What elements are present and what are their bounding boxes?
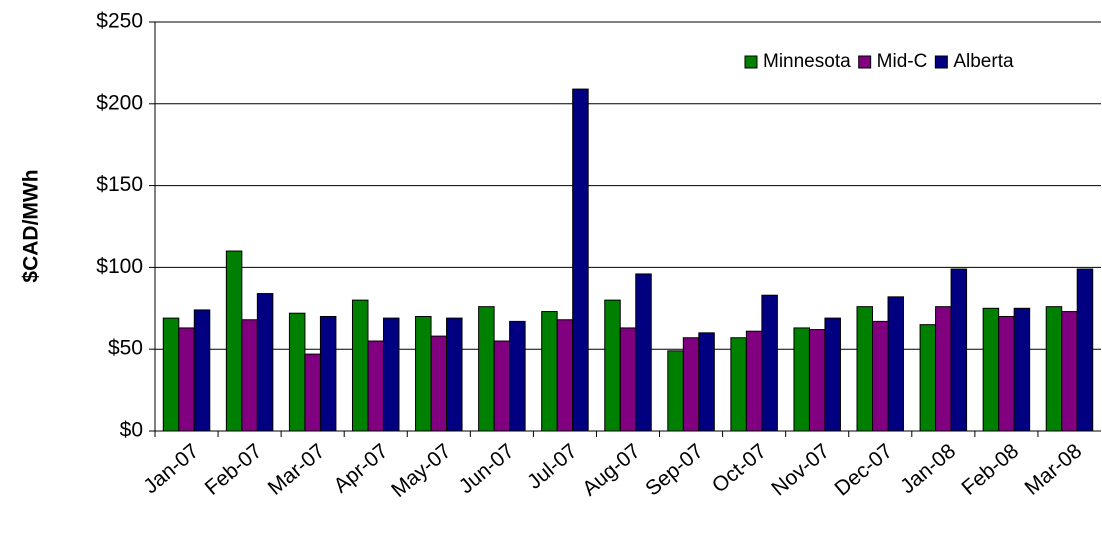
x-tick-label: Nov-07 (767, 439, 834, 500)
x-tick-label: Mar-07 (264, 439, 330, 499)
bar (493, 340, 511, 432)
legend-label: Alberta (953, 51, 1014, 72)
bar (193, 309, 211, 432)
x-tick-label: Jul-07 (523, 439, 582, 493)
bar (982, 307, 1000, 432)
x-tick-label: Jan-07 (139, 439, 203, 498)
x-tick-label: Jun-07 (455, 439, 519, 498)
y-tick-label: $150 (96, 173, 143, 196)
bar (446, 317, 463, 432)
x-tick-label: Oct-07 (708, 439, 771, 497)
bar (824, 317, 841, 432)
bar (319, 315, 337, 432)
y-tick-label: $0 (120, 419, 143, 442)
y-tick-label: $250 (96, 10, 143, 33)
bar (304, 353, 321, 432)
bar (856, 306, 874, 432)
bar (478, 306, 495, 432)
bar (619, 327, 637, 432)
bar (667, 350, 684, 432)
bar (1061, 311, 1078, 432)
bar (950, 268, 968, 432)
x-tick-label: Jan-08 (896, 439, 960, 498)
y-tick-label: $50 (108, 337, 143, 360)
bar (887, 296, 905, 432)
bar (1045, 306, 1063, 432)
bar (351, 299, 369, 432)
bar (808, 329, 826, 432)
bar (572, 88, 589, 432)
bar (919, 324, 937, 432)
x-tick-label: Mar-08 (1020, 439, 1086, 499)
bar (635, 273, 652, 432)
bar (225, 250, 243, 432)
bar (682, 337, 700, 432)
x-tick-label: Sep-07 (641, 439, 708, 500)
bar (241, 319, 258, 432)
y-axis-label: $CAD/MWh (20, 169, 43, 282)
bar (415, 315, 432, 432)
bar (730, 337, 747, 432)
bar (935, 306, 952, 432)
bar (604, 299, 621, 432)
legend-label: Minnesota (763, 51, 851, 72)
legend-swatch (858, 55, 872, 69)
legend-swatch (744, 55, 758, 69)
bar (162, 317, 180, 432)
bar (509, 320, 526, 432)
legend-swatch (934, 55, 948, 69)
bar (698, 332, 715, 432)
x-tick-label: Feb-08 (957, 439, 1023, 499)
bar (745, 330, 763, 432)
bar (256, 293, 274, 432)
x-tick-label: Aug-07 (578, 439, 645, 500)
y-tick-label: $200 (96, 91, 143, 114)
bar (178, 327, 195, 432)
x-tick-label: Feb-07 (201, 439, 267, 499)
bar (872, 320, 889, 432)
y-tick-label: $100 (96, 255, 143, 278)
legend-label: Mid-C (877, 51, 928, 72)
bar (998, 315, 1015, 432)
bar (367, 340, 384, 432)
x-tick-label: Apr-07 (329, 439, 392, 497)
bar (556, 319, 574, 432)
x-tick-label: Dec-07 (830, 439, 897, 500)
bar (761, 294, 778, 432)
bar (430, 335, 448, 432)
bar (1076, 268, 1094, 432)
bar (382, 317, 400, 432)
bar (288, 312, 306, 432)
bar (541, 311, 558, 432)
bar (793, 327, 810, 432)
x-tick-label: May-07 (387, 439, 455, 502)
bar (1013, 307, 1031, 432)
